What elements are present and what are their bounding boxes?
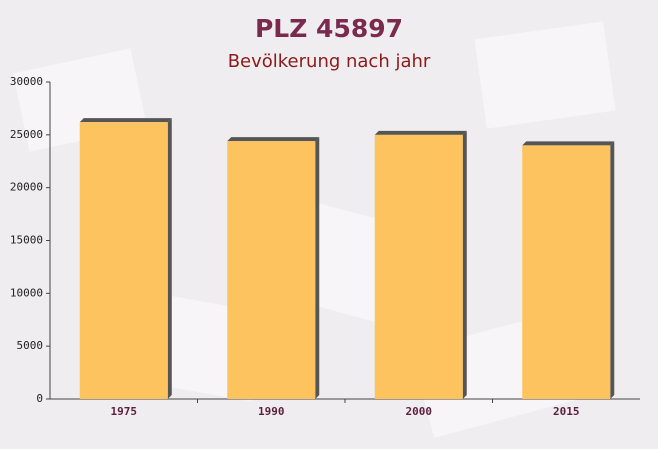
bar	[522, 145, 611, 399]
bar-shadow	[315, 137, 320, 399]
y-tick-label: 20000	[10, 181, 43, 194]
bar-shadow	[462, 130, 467, 400]
x-tick-label: 1990	[258, 405, 285, 418]
y-tick-label: 10000	[10, 286, 43, 299]
bar-shadow	[79, 118, 172, 123]
chart-title: PLZ 45897	[255, 14, 403, 43]
bar-shadow	[167, 118, 172, 400]
bar-shadow	[610, 141, 615, 399]
bar-shadow	[374, 130, 467, 135]
bar	[79, 122, 168, 400]
x-tick-label: 2015	[553, 405, 580, 418]
y-tick-label: 25000	[10, 128, 43, 141]
y-tick-label: 0	[36, 392, 43, 405]
y-tick-label: 30000	[10, 75, 43, 88]
x-tick-label: 1975	[111, 405, 138, 418]
y-tick-label: 15000	[10, 234, 43, 247]
bar-shadow	[227, 137, 320, 142]
chart-subtitle: Bevölkerung nach jahr	[228, 51, 431, 72]
bar	[374, 134, 463, 400]
bar	[227, 141, 316, 399]
y-tick-label: 5000	[17, 339, 44, 352]
bar-shadow	[522, 141, 615, 146]
x-tick-label: 2000	[406, 405, 433, 418]
